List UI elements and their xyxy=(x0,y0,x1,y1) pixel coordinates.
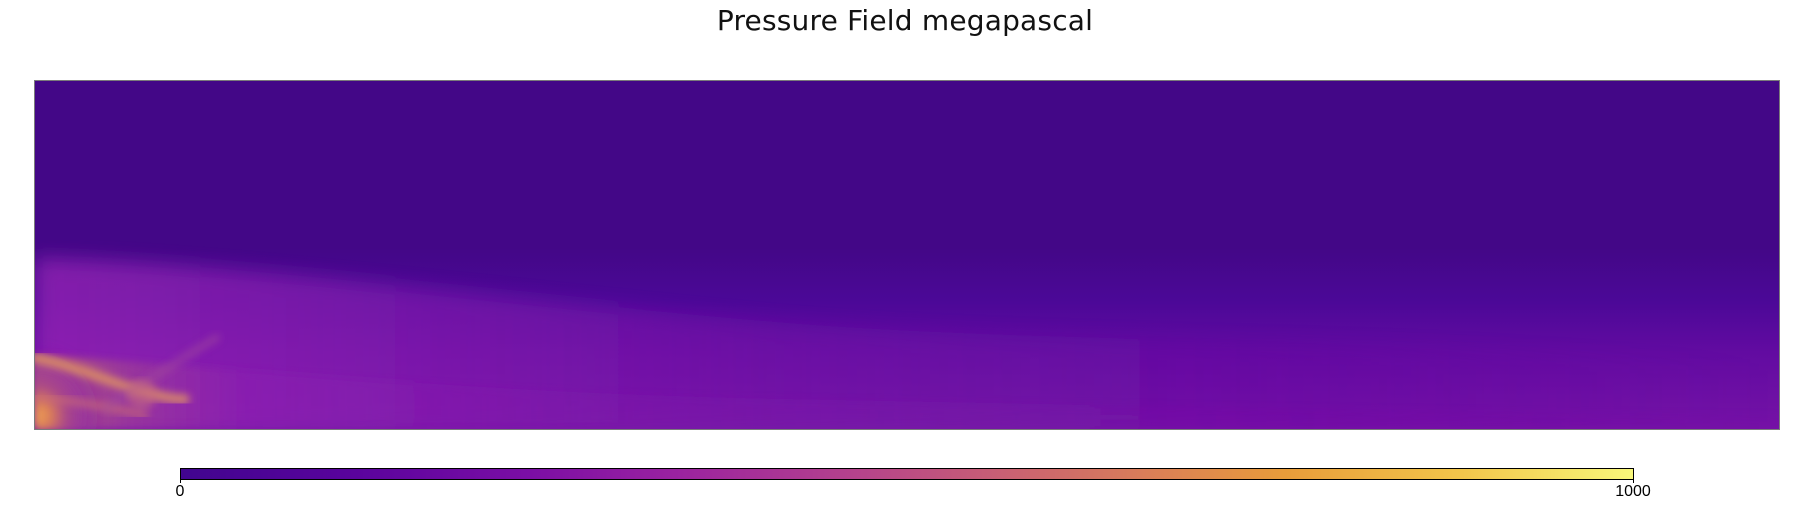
colorbar: 0 1000 xyxy=(176,468,1651,500)
colorbar-min-label: 0 xyxy=(175,483,185,500)
heatmap-diagonal-feature xyxy=(101,334,221,413)
heatmap-lower-band xyxy=(35,257,1779,429)
heatmap-secondary-streak xyxy=(35,393,149,420)
chart-title: Pressure Field megapascal xyxy=(716,4,1094,37)
heatmap-plot-svg xyxy=(35,81,1779,429)
colorbar-max-label: 1000 xyxy=(1615,483,1651,500)
heatmap-local-spot xyxy=(126,379,157,410)
heatmap-bottom-ramp xyxy=(35,355,1779,429)
colorbar-tick-max xyxy=(1633,480,1634,483)
heatmap-hot-streak xyxy=(35,352,190,405)
colorbar-gradient xyxy=(180,468,1634,480)
pressure-field-heatmap xyxy=(34,80,1780,430)
colorbar-tick-min xyxy=(180,480,181,483)
